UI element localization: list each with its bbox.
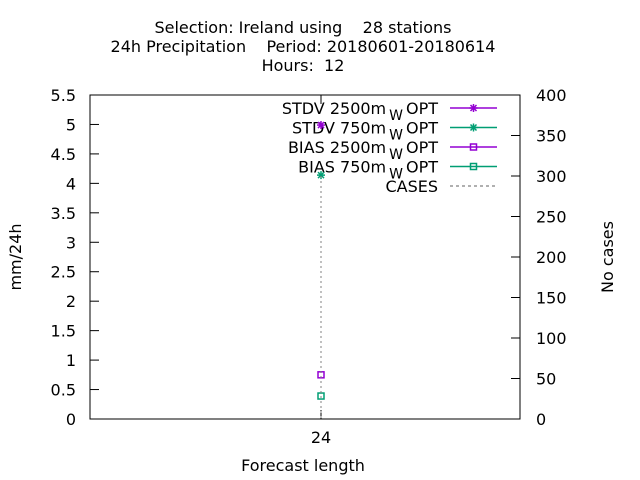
x-tick-label: 24 bbox=[311, 428, 331, 447]
y-tick-label: 1.5 bbox=[51, 322, 76, 341]
x-axis-label: Forecast length bbox=[241, 456, 365, 475]
y2-tick-label: 50 bbox=[536, 370, 556, 389]
y-tick-label: 0 bbox=[66, 410, 76, 429]
legend-label: BIAS 750m W OPT bbox=[298, 158, 438, 183]
y-tick-label: 4 bbox=[66, 174, 76, 193]
y-tick-label: 2.5 bbox=[51, 263, 76, 282]
legend-label: STDV 750m W OPT bbox=[292, 119, 438, 144]
y2-tick-label: 200 bbox=[536, 248, 567, 267]
y-tick-label: 4.5 bbox=[51, 145, 76, 164]
chart-title-line-2: 24h Precipitation Period: 20180601-20180… bbox=[110, 37, 496, 56]
y-axis-label: mm/24h bbox=[6, 223, 25, 290]
y2-tick-label: 150 bbox=[536, 289, 567, 308]
y-tick-label: 2 bbox=[66, 292, 76, 311]
data-point bbox=[317, 121, 325, 130]
legend-marker bbox=[469, 162, 478, 171]
data-point bbox=[317, 392, 325, 400]
y-tick-label: 0.5 bbox=[51, 381, 76, 400]
y2-tick-label: 300 bbox=[536, 167, 567, 186]
y-tick-label: 3.5 bbox=[51, 204, 76, 223]
legend-marker bbox=[469, 123, 478, 132]
y2-tick-label: 100 bbox=[536, 329, 567, 348]
y2-axis-label: No cases bbox=[598, 221, 617, 293]
y-tick-label: 1 bbox=[66, 351, 76, 370]
y-tick-label: 5 bbox=[66, 115, 76, 134]
legend-label: BIAS 2500m W OPT bbox=[288, 138, 438, 163]
legend-label: STDV 2500m W OPT bbox=[282, 99, 438, 124]
legend-marker bbox=[469, 104, 478, 112]
chart-title-line-3: Hours: 12 bbox=[261, 56, 345, 75]
y2-tick-label: 400 bbox=[536, 86, 567, 105]
legend-label: CASES bbox=[385, 177, 438, 196]
y-tick-label: 5.5 bbox=[51, 86, 76, 105]
chart-title-line-1: Selection: Ireland using 28 stations bbox=[154, 18, 452, 37]
y2-tick-label: 250 bbox=[536, 208, 567, 227]
y2-tick-label: 0 bbox=[536, 410, 546, 429]
y2-tick-label: 350 bbox=[536, 127, 567, 146]
y-tick-label: 3 bbox=[66, 233, 76, 252]
legend-marker bbox=[469, 143, 478, 151]
